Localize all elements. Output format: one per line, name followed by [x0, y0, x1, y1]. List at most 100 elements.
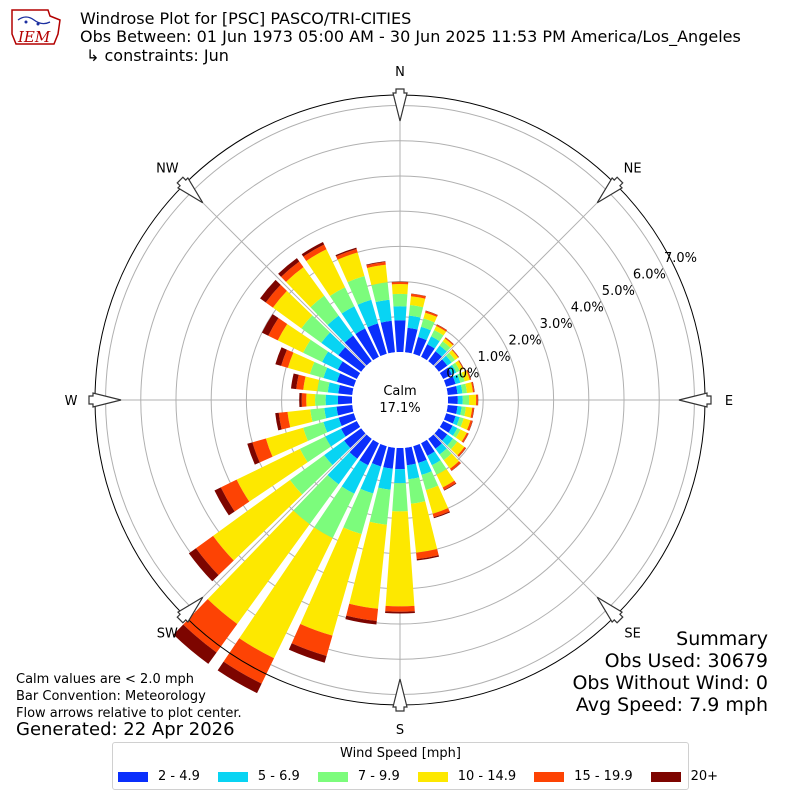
wedge-segment: [306, 393, 316, 407]
legend-swatch: [417, 771, 448, 782]
chart-notes: Calm values are < 2.0 mph Bar Convention…: [16, 671, 242, 722]
wedge-segment: [306, 249, 346, 296]
direction-arrow: [176, 596, 204, 624]
wedge-segment: [378, 467, 393, 490]
direction-arrow: [596, 596, 624, 624]
wedge-segment: [451, 349, 459, 358]
wedge-segment: [275, 347, 288, 366]
wedge-segment: [341, 460, 369, 494]
wedge-segment: [471, 381, 475, 393]
wedge-segment: [407, 315, 421, 330]
wedge-segment: [371, 443, 387, 467]
direction-label-w: W: [65, 394, 78, 409]
wedge-segment: [337, 252, 365, 283]
wedge-segment: [439, 341, 451, 352]
wedge-segment: [323, 417, 342, 433]
wedge-segment: [451, 462, 461, 472]
wedge-segment: [392, 293, 408, 307]
wedge-segment: [310, 295, 339, 325]
calm-note: Calm values are < 2.0 mph: [16, 672, 195, 687]
wedge-segment: [337, 395, 353, 405]
wedge-segment: [394, 320, 406, 353]
wedge-segment: [428, 434, 442, 449]
arrow-shape: [176, 176, 204, 204]
arrow-shape: [88, 392, 122, 408]
wedge-segment: [432, 508, 450, 518]
constraints: ↳ constraints: Jun: [86, 46, 229, 65]
wedge-segment: [323, 367, 341, 382]
wedge-segment: [456, 384, 463, 394]
wedge-segment: [472, 407, 475, 419]
wedge-segment: [458, 360, 464, 370]
wedge-segment: [375, 299, 392, 323]
wedge-segment: [418, 326, 431, 341]
legend: Wind Speed [mph] 2 - 4.9 5 - 6.9 7 - 9.9 10…: [112, 742, 718, 790]
wedge-segment: [411, 293, 426, 297]
wedge-segment: [293, 475, 339, 525]
wedge-segment: [418, 459, 432, 475]
grid-spoke: [433, 433, 617, 617]
wedge-segment: [247, 442, 260, 465]
radial-tick-label: 2.0%: [509, 333, 542, 348]
wedge-segment: [385, 605, 415, 612]
wedge-segment: [409, 296, 426, 308]
wedge-segment: [427, 336, 440, 349]
arrow-shape: [392, 678, 408, 712]
wedge-segment: [472, 381, 475, 393]
wedge-segment: [213, 479, 303, 561]
wedge-segment: [466, 370, 471, 380]
wedge-segment: [460, 418, 471, 430]
wedge-segment: [444, 337, 454, 346]
wedge-segment: [359, 439, 379, 466]
calm-circle: [352, 352, 448, 448]
arrow-shape: [392, 88, 408, 122]
wedge-segment: [341, 306, 366, 334]
legend-item: 15 - 19.9: [534, 769, 633, 784]
wedge-segment: [287, 352, 315, 375]
legend-swatch: [650, 771, 681, 782]
wedge-segment: [371, 282, 390, 303]
wedge-segment: [443, 482, 457, 491]
wedge-segment: [446, 386, 458, 395]
wedge-segment: [425, 310, 438, 317]
wedge-segment: [450, 441, 465, 456]
wedge-segment: [236, 448, 308, 502]
wedge-segment: [349, 521, 387, 609]
wedge-segment: [299, 392, 302, 408]
radial-tick-label: 5.0%: [602, 284, 635, 299]
wedge-segment: [268, 318, 288, 341]
wedge-segment: [321, 332, 346, 356]
wedge-segment: [366, 261, 386, 269]
radial-tick-label: 0.0%: [446, 366, 479, 381]
wedge-segment: [291, 623, 333, 656]
wedge-segment: [410, 501, 438, 553]
legend-swatch: [317, 771, 348, 782]
wedge-segment: [345, 615, 377, 625]
wedge-segment: [413, 336, 427, 357]
wedge-segment: [456, 406, 462, 416]
wedge-segment: [470, 407, 474, 418]
wedge-segment: [301, 241, 325, 257]
radial-tick-label: 4.0%: [571, 300, 604, 315]
wedge-segment: [462, 395, 470, 405]
wedge-segment: [385, 611, 415, 614]
wedge-segment: [265, 284, 287, 308]
legend-label: 20+: [690, 769, 719, 784]
wedge-segment: [287, 409, 313, 428]
wedge-segment: [391, 281, 409, 283]
calm-value: 17.1%: [379, 401, 420, 416]
wedge-segment: [442, 480, 456, 490]
wedge-segment: [252, 438, 273, 463]
wedge-segment: [436, 468, 455, 488]
wedge-segment: [435, 345, 447, 357]
wedge-segment: [309, 361, 328, 379]
wedge-segment: [445, 337, 454, 345]
direction-arrow: [392, 678, 408, 712]
legend-items: 2 - 4.9 5 - 6.9 7 - 9.9 10 - 14.9 15 - 19.9 2…: [113, 769, 718, 784]
wedge-segment: [425, 310, 438, 316]
wedge-segment: [435, 443, 447, 455]
wedge-segment: [239, 527, 333, 659]
wedge-segment: [439, 367, 453, 379]
obs-used: Obs Used: 30679: [604, 650, 768, 672]
